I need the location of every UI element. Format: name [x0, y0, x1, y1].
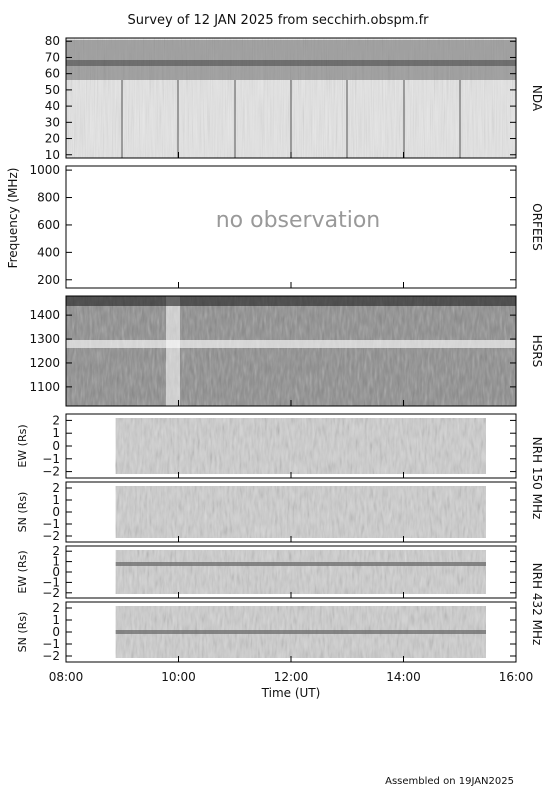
ytick-label-1-0: 200	[37, 273, 60, 287]
ytick-label-6-0: 2	[52, 601, 60, 615]
hsrs-dark-top	[66, 296, 516, 306]
ytick-label-4-3: −1	[42, 517, 60, 531]
ytick-label-5-4: −2	[42, 586, 60, 600]
ytick-label-5-0: 2	[52, 544, 60, 558]
xtick-label-4: 16:00	[499, 670, 534, 684]
ytick-label-4-2: 0	[52, 505, 60, 519]
nrh-panels	[65, 413, 517, 663]
panel-nrh-6	[65, 601, 517, 663]
ytick-label-2-1: 1200	[29, 356, 60, 370]
xtick-label-2: 12:00	[274, 670, 309, 684]
ytick-label-0-0: 10	[45, 148, 60, 162]
ytick-label-0-3: 40	[45, 99, 60, 113]
ytick-label-6-1: 1	[52, 613, 60, 627]
ytick-label-2-0: 1100	[29, 380, 60, 394]
nda-dark-band	[66, 40, 516, 80]
nrh-texture-4	[115, 486, 486, 538]
ytick-label-3-1: 1	[52, 426, 60, 440]
ytick-label-4-1: 1	[52, 493, 60, 507]
xtick-label-1: 10:00	[161, 670, 196, 684]
panel-orfees: no observation	[65, 165, 517, 289]
ylabel-4: SN (Rs)	[16, 492, 29, 533]
ytick-label-1-4: 1000	[29, 163, 60, 177]
ylabel-5: EW (Rs)	[16, 550, 29, 593]
ytick-label-2-2: 1300	[29, 332, 60, 346]
nrh-texture-5	[115, 550, 486, 594]
ytick-label-4-0: 2	[52, 481, 60, 495]
ytick-label-5-2: 0	[52, 565, 60, 579]
ytick-label-3-2: 0	[52, 439, 60, 453]
axes: 1020304050607080200400600800100011001200…	[16, 34, 544, 684]
xtick-label-3: 14:00	[386, 670, 421, 684]
chart-title: Survey of 12 JAN 2025 from secchirh.obsp…	[128, 13, 430, 28]
ytick-label-0-6: 70	[45, 50, 60, 64]
hsrs-texture	[66, 296, 516, 406]
panel-name-5: NRH 432 MHz	[530, 563, 544, 646]
ytick-label-1-3: 800	[37, 191, 60, 205]
ytick-label-5-3: −1	[42, 575, 60, 589]
hsrs-bright-column	[166, 296, 180, 406]
panel-name-2: HSRS	[530, 335, 544, 368]
ytick-label-0-1: 20	[45, 132, 60, 146]
panel-nrh-5	[65, 545, 517, 599]
ytick-label-5-1: 1	[52, 555, 60, 569]
panel-name-3: NRH 150 MHz	[530, 437, 544, 520]
ytick-label-0-7: 80	[45, 34, 60, 48]
ytick-label-1-1: 400	[37, 245, 60, 259]
panel-hsrs	[65, 295, 517, 407]
ytick-label-2-3: 1400	[29, 308, 60, 322]
footer-assembled: Assembled on 19JAN2025	[385, 776, 514, 787]
ytick-label-0-4: 50	[45, 83, 60, 97]
ytick-label-4-4: −2	[42, 529, 60, 543]
ytick-label-3-4: −2	[42, 465, 60, 479]
ytick-label-0-5: 60	[45, 67, 60, 81]
panel-name-0: NDA	[530, 85, 544, 112]
ylabel-6: SN (Rs)	[16, 612, 29, 653]
ytick-label-3-0: 2	[52, 413, 60, 427]
panel-nrh-3	[65, 413, 517, 479]
ytick-label-6-2: 0	[52, 625, 60, 639]
panel-nda	[65, 37, 517, 159]
nda-dark-band-2	[66, 60, 516, 66]
nrh-texture-3	[115, 418, 486, 474]
ytick-label-1-2: 600	[37, 218, 60, 232]
ytick-label-3-3: −1	[42, 452, 60, 466]
orfees-no-observation: no observation	[216, 208, 381, 233]
ytick-label-6-4: −2	[42, 649, 60, 663]
panel-nrh-4	[65, 481, 517, 543]
ytick-label-0-2: 30	[45, 115, 60, 129]
x-axis-label: Time (UT)	[261, 686, 321, 700]
ylabel-3: EW (Rs)	[16, 424, 29, 467]
hsrs-bright-band	[66, 340, 516, 348]
ytick-label-6-3: −1	[42, 637, 60, 651]
frequency-axis-label: Frequency (MHz)	[6, 168, 20, 269]
xtick-label-0: 08:00	[49, 670, 84, 684]
panel-name-1: ORFEES	[530, 203, 544, 250]
nda-vertical-lines	[121, 80, 461, 158]
